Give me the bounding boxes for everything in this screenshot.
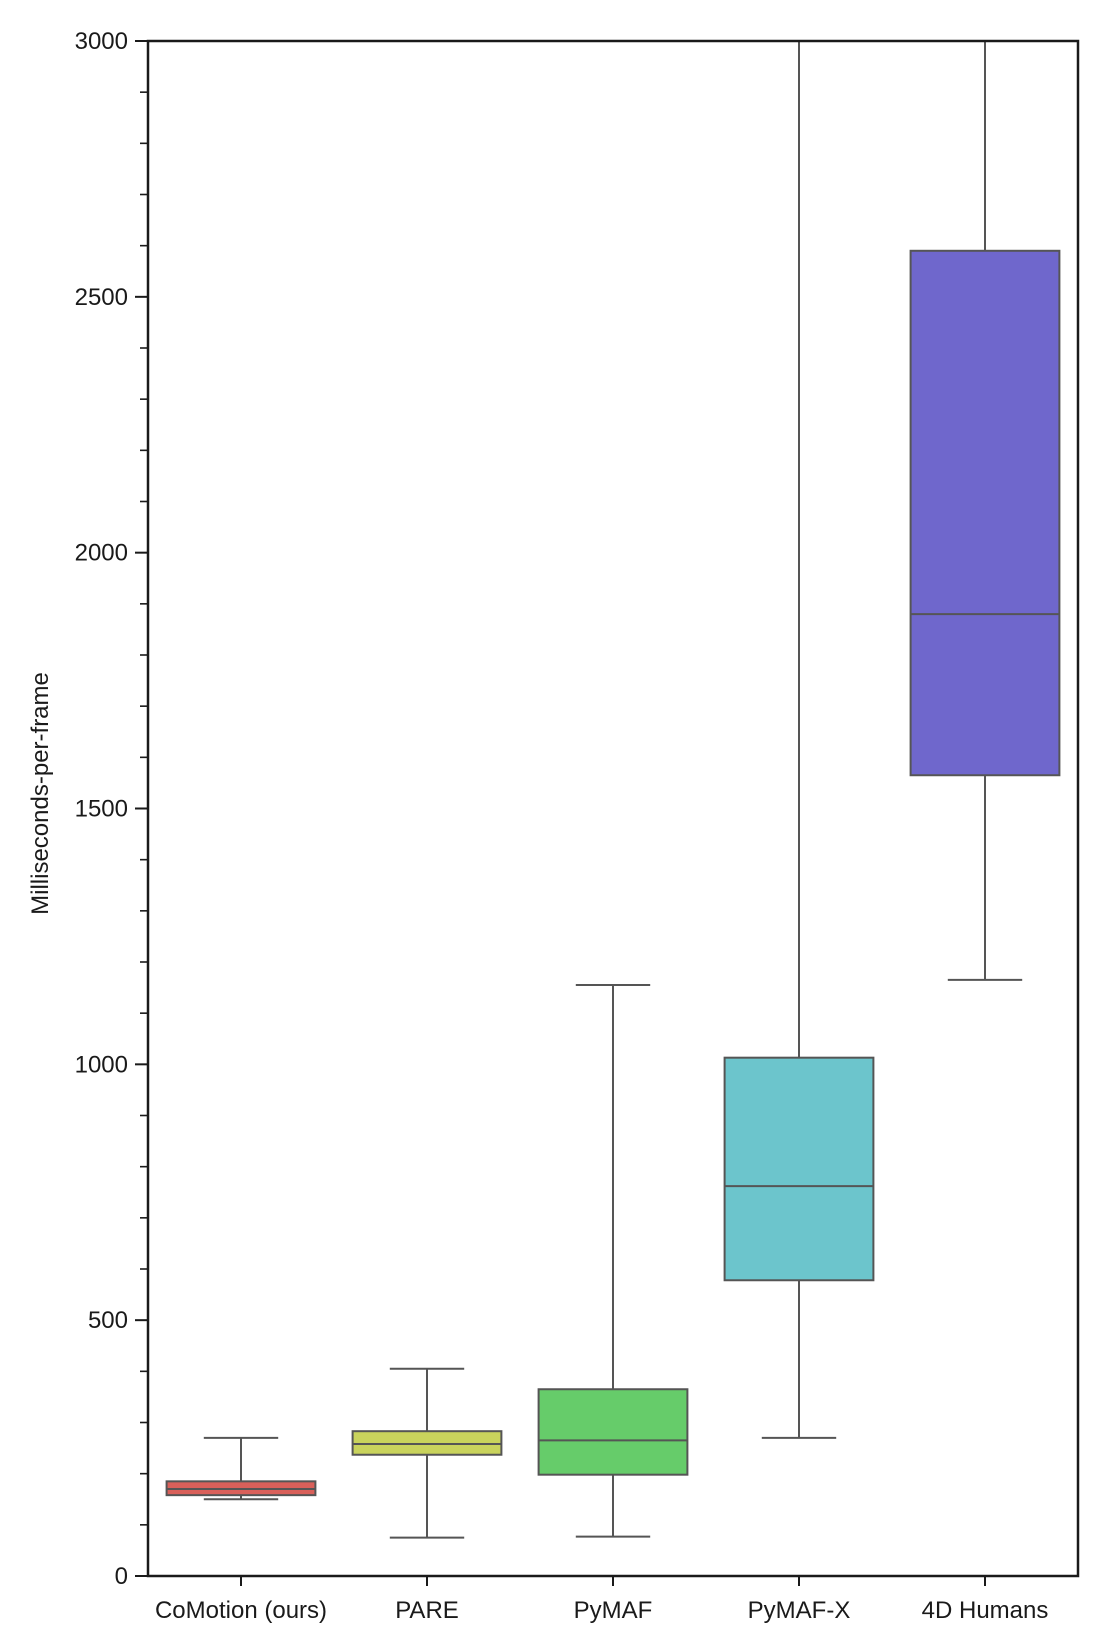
box-pare	[351, 1367, 503, 1539]
iqr-box	[537, 1388, 689, 1476]
y-tick-label: 0	[115, 1563, 128, 1590]
y-tick-label: 500	[88, 1307, 128, 1334]
x-axis: CoMotion (ours) PARE PyMAF PyMAF-X 4D Humans	[155, 1576, 1048, 1624]
iqr-box	[723, 1056, 875, 1282]
iqr-box	[351, 1430, 503, 1456]
plot-frame	[146, 39, 1080, 1578]
x-tick-label: 4D Humans	[922, 1597, 1049, 1624]
iqr-box	[909, 249, 1061, 777]
y-tick-label: 2500	[75, 284, 128, 311]
x-tick-label: CoMotion (ours)	[155, 1597, 327, 1624]
box-pymaf	[537, 984, 689, 1538]
y-axis: 0 500 1000 1500 2000 2500 3000	[75, 28, 148, 1590]
box-4d-humans	[909, 41, 1061, 981]
x-tick-label: PARE	[395, 1597, 459, 1624]
y-axis-label: Milliseconds-per-frame	[27, 672, 54, 915]
box-pymaf-x	[723, 41, 875, 1439]
y-tick-label: 3000	[75, 28, 128, 55]
x-tick-label: PyMAF	[574, 1597, 653, 1624]
x-tick-label: PyMAF-X	[748, 1597, 851, 1624]
y-tick-label: 1000	[75, 1051, 128, 1078]
y-tick-label: 2000	[75, 540, 128, 567]
boxes	[165, 41, 1061, 1539]
y-tick-label: 1500	[75, 796, 128, 823]
box-comotion-ours	[165, 1436, 317, 1501]
